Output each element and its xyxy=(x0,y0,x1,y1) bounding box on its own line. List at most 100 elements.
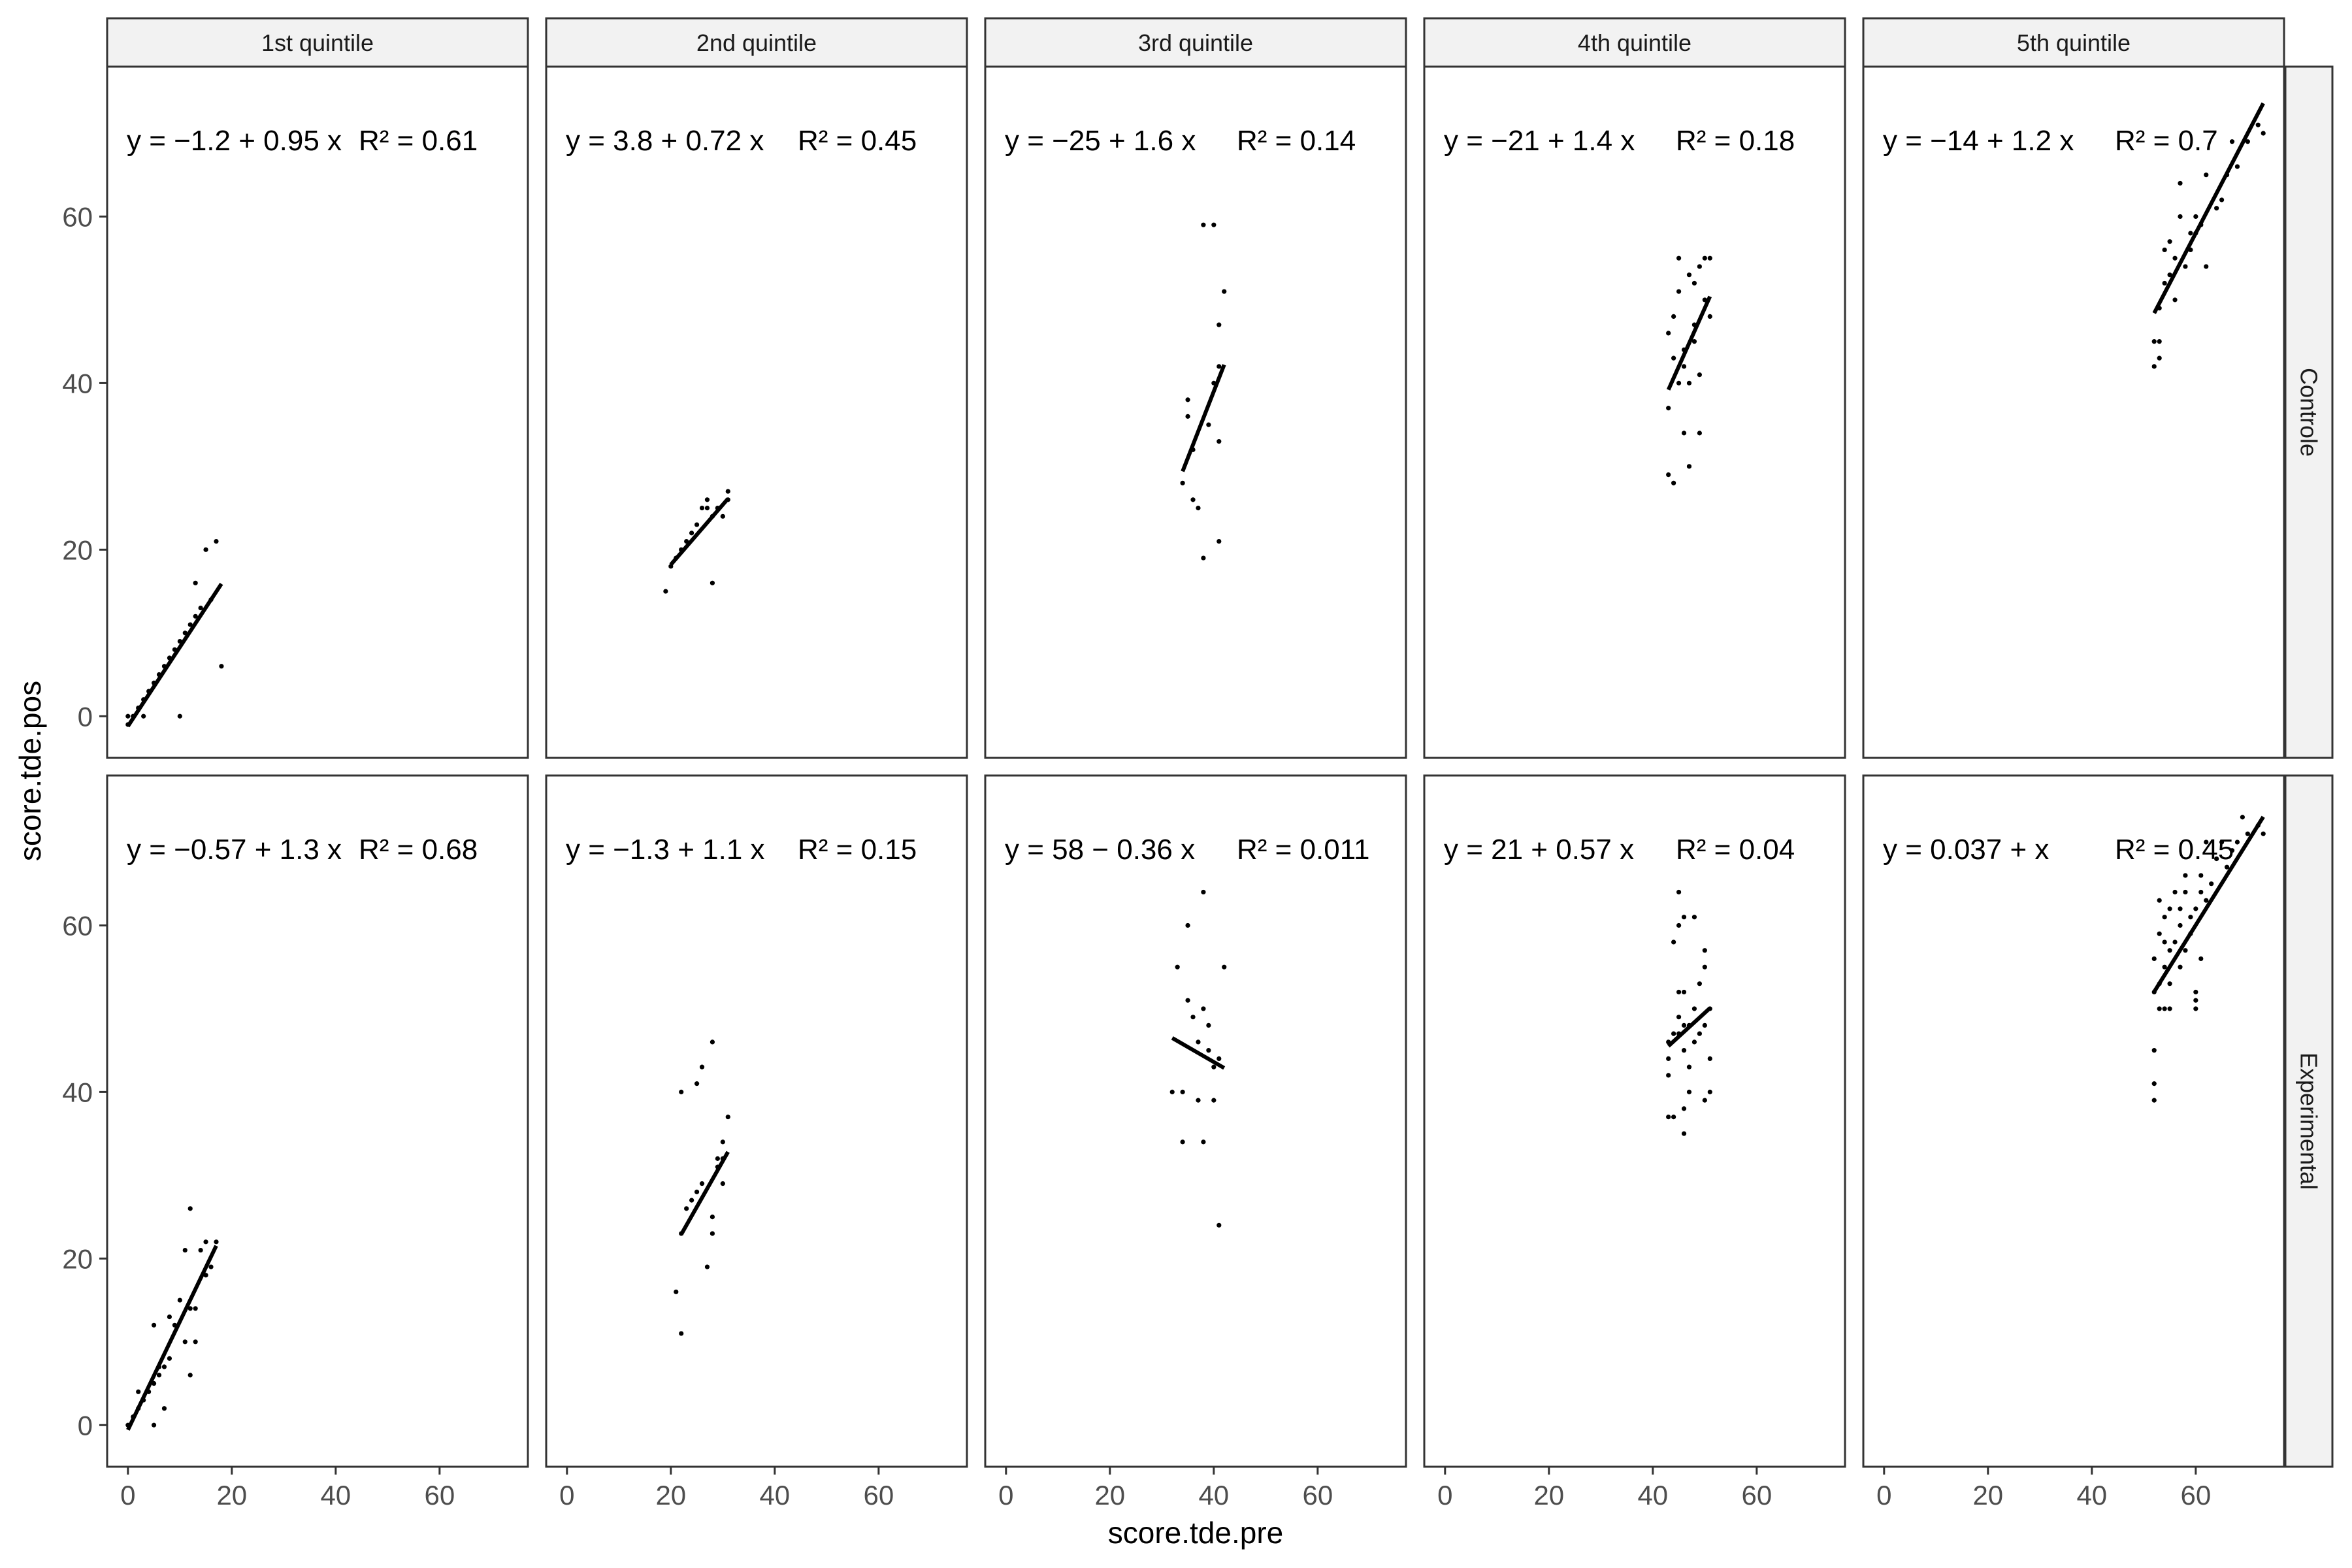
data-point xyxy=(1686,464,1692,469)
data-point xyxy=(188,1373,193,1378)
data-point xyxy=(193,1339,198,1345)
data-point xyxy=(1697,264,1702,269)
data-point xyxy=(1201,1139,1206,1145)
data-point xyxy=(2240,815,2245,820)
data-point xyxy=(1211,1064,1217,1070)
data-point xyxy=(219,664,224,669)
data-point xyxy=(2167,239,2172,244)
data-point xyxy=(1676,889,1682,895)
panel-frame xyxy=(545,65,968,759)
x-tick-label: 0 xyxy=(120,1480,135,1511)
data-point xyxy=(1681,915,1687,920)
data-point xyxy=(2167,981,2172,987)
data-point xyxy=(2167,272,2172,278)
data-point xyxy=(1681,1106,1687,1111)
data-point xyxy=(1681,1022,1687,1028)
data-point xyxy=(2204,898,2209,903)
data-point xyxy=(2167,906,2172,911)
row-strip-label: Controle xyxy=(2296,368,2323,457)
column-strip-label: 4th quintile xyxy=(1578,29,1691,56)
data-point xyxy=(1206,1048,1211,1053)
x-tick-label: 60 xyxy=(863,1480,894,1511)
data-point xyxy=(2229,848,2235,853)
data-point xyxy=(214,1239,219,1245)
data-point xyxy=(161,1406,167,1411)
column-strip xyxy=(106,17,529,68)
data-point xyxy=(715,1156,720,1161)
data-point xyxy=(1707,1089,1712,1094)
data-point xyxy=(141,713,146,719)
data-point xyxy=(2157,355,2162,361)
x-tick-label: 0 xyxy=(1876,1480,1891,1511)
data-point xyxy=(699,1064,705,1070)
data-point xyxy=(1180,1139,1185,1145)
data-point xyxy=(725,1115,730,1120)
x-tick-label: 60 xyxy=(2180,1480,2211,1511)
data-point xyxy=(2151,1098,2157,1103)
data-point xyxy=(1185,998,1190,1003)
data-point xyxy=(2151,339,2157,344)
data-point xyxy=(1190,497,1196,502)
data-point xyxy=(710,1214,715,1220)
r-squared-label: R² = 0.45 xyxy=(2115,834,2234,866)
x-tick-label: 0 xyxy=(559,1480,574,1511)
data-point xyxy=(2204,840,2209,845)
data-point xyxy=(2162,915,2167,920)
data-point xyxy=(710,1039,715,1045)
data-point xyxy=(2167,1006,2172,1011)
data-point xyxy=(1702,948,1707,953)
data-point xyxy=(2261,131,2266,136)
column-strip-label: 5th quintile xyxy=(2017,29,2131,56)
regression-line xyxy=(2152,102,2265,314)
data-point xyxy=(2167,948,2172,953)
data-point xyxy=(2245,831,2250,836)
data-point xyxy=(704,497,710,502)
data-point xyxy=(2234,840,2240,845)
x-tick-label: 20 xyxy=(1972,1480,2003,1511)
regression-equation: y = 3.8 + 0.72 x xyxy=(566,125,764,157)
data-point xyxy=(2188,231,2193,236)
data-point xyxy=(1676,289,1682,294)
data-point xyxy=(2193,906,2198,911)
panel-frame xyxy=(106,774,529,1468)
data-point xyxy=(2178,964,2183,970)
data-point xyxy=(188,622,193,627)
data-point xyxy=(1697,1031,1702,1036)
data-point xyxy=(1671,355,1676,361)
data-point xyxy=(208,1264,214,1269)
data-point xyxy=(1666,1073,1671,1078)
data-point xyxy=(1206,422,1211,427)
data-point xyxy=(1180,480,1185,485)
data-point xyxy=(1686,272,1692,278)
data-point xyxy=(177,1298,182,1303)
data-point xyxy=(1201,555,1206,561)
regression-line xyxy=(126,582,223,728)
r-squared-label: R² = 0.18 xyxy=(1676,125,1795,157)
regression-line xyxy=(1181,364,1226,472)
data-point xyxy=(689,1198,694,1203)
data-point xyxy=(2178,906,2183,911)
data-point xyxy=(663,589,668,594)
data-point xyxy=(1217,439,1222,444)
data-point xyxy=(1702,1098,1707,1103)
data-point xyxy=(167,1314,172,1320)
x-tick-label: 60 xyxy=(424,1480,455,1511)
regression-equation: y = −25 + 1.6 x xyxy=(1005,125,1196,157)
data-point xyxy=(193,613,198,619)
x-tick-label: 60 xyxy=(1302,1480,1333,1511)
data-point xyxy=(2198,873,2204,878)
x-tick-label: 40 xyxy=(759,1480,790,1511)
data-point xyxy=(151,1322,157,1328)
data-point xyxy=(203,1239,208,1245)
data-point xyxy=(1666,331,1671,336)
data-point xyxy=(1707,314,1712,319)
data-point xyxy=(2198,889,2204,895)
x-tick-label: 0 xyxy=(998,1480,1013,1511)
data-point xyxy=(1671,314,1676,319)
data-point xyxy=(2193,998,2198,1003)
data-point xyxy=(1217,538,1222,544)
data-point xyxy=(136,1389,141,1394)
y-axis-title: score.tde.pos xyxy=(13,681,47,861)
regression-equation: y = −1.2 + 0.95 x xyxy=(127,125,342,157)
regression-line xyxy=(679,1151,730,1235)
